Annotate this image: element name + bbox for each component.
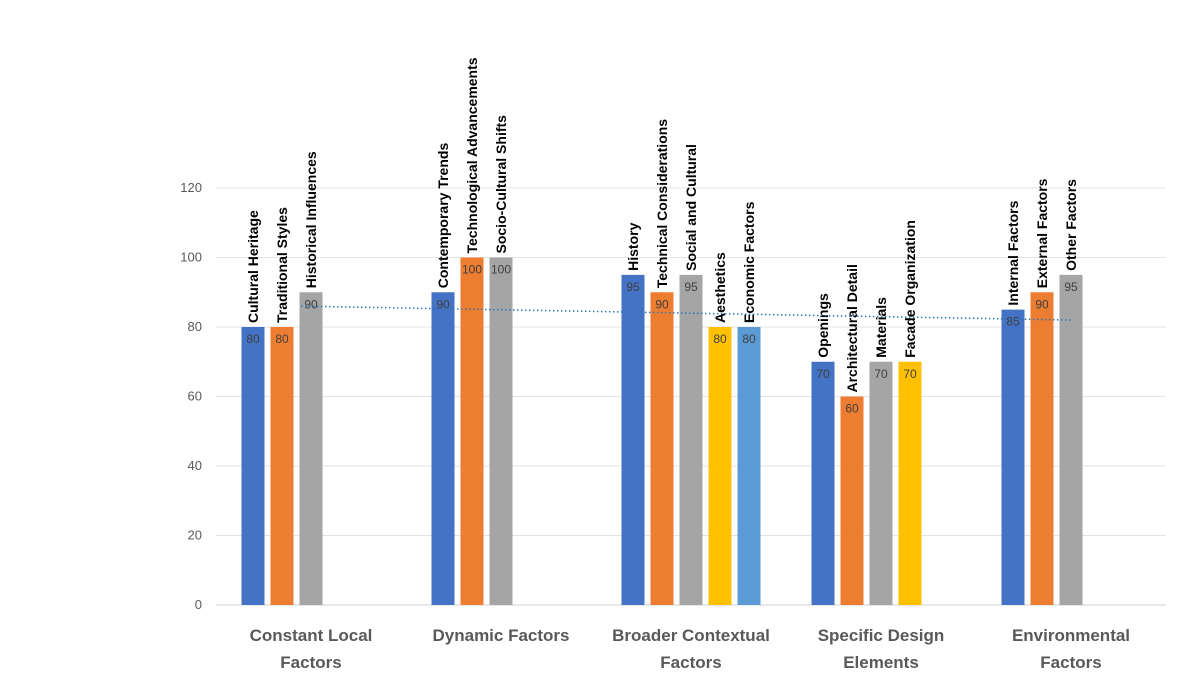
y-tick-label: 100	[180, 250, 202, 265]
bar-name-label: Aesthetics	[712, 252, 728, 323]
trendline	[300, 305, 1072, 321]
bar-name-label: Traditional Styles	[274, 207, 290, 323]
bar-name-label: Cultural Heritage	[245, 210, 261, 323]
bar	[811, 361, 835, 605]
data-label: 100	[491, 263, 511, 277]
data-label: 90	[1035, 297, 1049, 311]
category-label: Specific Design	[818, 626, 945, 645]
data-label: 70	[903, 367, 917, 381]
category-label: Elements	[843, 653, 919, 672]
bar	[1030, 292, 1054, 605]
bar	[869, 361, 893, 605]
category-label: Factors	[280, 653, 341, 672]
bar-name-label: Other Factors	[1063, 179, 1079, 271]
bar-name-label: External Factors	[1034, 178, 1050, 288]
bar-name-label: Historical Influences	[303, 151, 319, 288]
bar-name-label: Architectural Detail	[844, 264, 860, 392]
category-label: Factors	[660, 653, 721, 672]
bar-name-label: Social and Cultural	[683, 144, 699, 271]
data-label: 80	[713, 332, 727, 346]
data-label: 90	[655, 297, 669, 311]
bar-name-label: Materials	[873, 297, 889, 358]
category-label: Factors	[1040, 653, 1101, 672]
bar	[270, 327, 294, 605]
bar	[708, 327, 732, 605]
bar-name-label: History	[625, 222, 641, 270]
bar	[460, 257, 484, 605]
bar-name-label: Technological Advancements	[464, 57, 480, 253]
bar	[737, 327, 761, 605]
data-label: 95	[626, 280, 640, 294]
data-label: 80	[246, 332, 260, 346]
data-label: 80	[742, 332, 756, 346]
bar	[431, 292, 455, 605]
category-label: Constant Local	[250, 626, 373, 645]
bar-name-label: Socio-Cultural Shifts	[493, 115, 509, 254]
bar-name-label: Economic Factors	[741, 201, 757, 323]
y-tick-label: 40	[188, 458, 202, 473]
data-label: 60	[845, 402, 859, 416]
bar	[840, 396, 864, 605]
category-label: Broader Contextual	[612, 626, 770, 645]
category-label: Environmental	[1012, 626, 1130, 645]
bar	[898, 361, 922, 605]
data-label: 100	[462, 263, 482, 277]
bar-name-label: Openings	[815, 293, 831, 358]
bar-name-label: Technical Considerations	[654, 119, 670, 289]
bar	[1001, 309, 1025, 605]
bar	[679, 274, 703, 605]
data-label: 70	[874, 367, 888, 381]
data-label: 90	[304, 297, 318, 311]
data-label: 70	[816, 367, 830, 381]
data-label: 95	[684, 280, 698, 294]
bar	[489, 257, 513, 605]
category-label: Dynamic Factors	[433, 626, 570, 645]
data-label: 80	[275, 332, 289, 346]
bar-name-label: Facade Organization	[902, 220, 918, 358]
data-label: 90	[436, 297, 450, 311]
y-tick-label: 0	[195, 597, 202, 612]
bar-name-label: Contemporary Trends	[435, 143, 451, 289]
bar	[1059, 274, 1083, 605]
y-tick-label: 20	[188, 528, 202, 543]
bar	[299, 292, 323, 605]
y-tick-label: 80	[188, 319, 202, 334]
y-tick-label: 120	[180, 180, 202, 195]
data-label: 95	[1064, 280, 1078, 294]
bar	[621, 274, 645, 605]
data-label: 85	[1006, 315, 1020, 329]
bar	[241, 327, 265, 605]
y-tick-label: 60	[188, 389, 202, 404]
bar-name-label: Internal Factors	[1005, 200, 1021, 305]
bar	[650, 292, 674, 605]
